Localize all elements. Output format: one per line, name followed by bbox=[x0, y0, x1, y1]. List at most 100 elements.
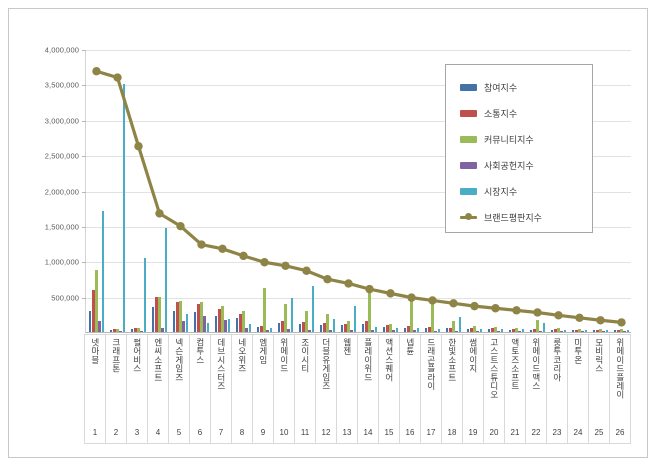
x-axis-category-cell: 데브시스터즈 7 bbox=[210, 334, 232, 444]
bar bbox=[410, 294, 413, 332]
bar bbox=[466, 328, 470, 332]
bar bbox=[554, 329, 557, 332]
x-axis-rank-label: 23 bbox=[552, 428, 562, 437]
x-axis-category-label: 엔씨소프트 bbox=[153, 338, 163, 382]
bar bbox=[119, 331, 122, 332]
bar-group bbox=[359, 50, 380, 332]
bar-group bbox=[548, 50, 569, 332]
bar bbox=[431, 302, 434, 332]
bar bbox=[353, 305, 357, 332]
legend-item[interactable]: 커뮤니티지수 bbox=[460, 126, 592, 152]
bar bbox=[130, 329, 134, 332]
bar bbox=[235, 317, 239, 332]
bar bbox=[487, 329, 491, 332]
bar bbox=[620, 329, 623, 332]
bar-group bbox=[485, 50, 506, 332]
bar bbox=[95, 269, 98, 332]
bar bbox=[122, 83, 126, 332]
x-axis-category-label: 더블유게임즈 bbox=[321, 338, 331, 391]
bar-group bbox=[296, 50, 317, 332]
bar bbox=[98, 321, 101, 332]
x-axis-category-label: 네오위즈 bbox=[237, 338, 247, 373]
line-marker bbox=[596, 316, 605, 325]
x-axis-category-label: 드래곤플라이 bbox=[426, 338, 436, 391]
bar-group bbox=[569, 50, 590, 332]
x-axis-category-label: 액토즈소프트 bbox=[510, 338, 520, 391]
bar bbox=[479, 328, 483, 332]
chart-frame: 500,000 1,000,000 1,500,000 2,000,000 2,500,… bbox=[8, 8, 648, 458]
bar bbox=[470, 327, 473, 332]
x-axis-category-cell: 위메이드 10 bbox=[273, 334, 295, 444]
x-axis-category-label: 크래프톤 bbox=[111, 338, 121, 373]
bar bbox=[88, 310, 92, 332]
bar-group bbox=[317, 50, 338, 332]
bar bbox=[239, 314, 242, 332]
legend-line-swatch-icon bbox=[460, 213, 477, 220]
x-axis-rank-label: 4 bbox=[155, 428, 161, 437]
line-marker bbox=[281, 261, 290, 270]
bar bbox=[200, 302, 203, 332]
bar bbox=[518, 331, 521, 332]
x-axis-rank-label: 25 bbox=[594, 428, 604, 437]
bar bbox=[437, 328, 441, 332]
line-marker bbox=[176, 221, 185, 231]
bar bbox=[515, 327, 518, 332]
legend-item[interactable]: 참여지수 bbox=[460, 74, 592, 100]
bar bbox=[164, 228, 168, 332]
legend-item[interactable]: 시장지수 bbox=[460, 178, 592, 204]
x-axis-category-cell: 룽투코리아 23 bbox=[546, 334, 568, 444]
legend-color-swatch-icon bbox=[460, 83, 477, 91]
bar bbox=[371, 329, 374, 332]
legend-item[interactable]: 소통지수 bbox=[460, 100, 592, 126]
x-axis-category-label: 펄어비스 bbox=[132, 338, 142, 373]
bar bbox=[347, 321, 350, 332]
x-axis-category-label: 룽투코리아 bbox=[552, 338, 562, 382]
bar bbox=[361, 323, 365, 332]
bar bbox=[386, 325, 389, 332]
bar bbox=[563, 329, 567, 332]
bar bbox=[413, 330, 416, 332]
bar bbox=[92, 289, 95, 332]
bar bbox=[116, 328, 119, 332]
x-axis-rank-label: 18 bbox=[447, 428, 457, 437]
bar bbox=[185, 314, 189, 332]
bar bbox=[323, 322, 326, 332]
bar-group bbox=[191, 50, 212, 332]
line-marker bbox=[344, 279, 353, 288]
line-marker bbox=[197, 240, 206, 249]
legend-item[interactable]: 사회공헌지수 bbox=[460, 152, 592, 178]
bar bbox=[575, 329, 578, 332]
bar bbox=[182, 321, 185, 332]
bar bbox=[542, 322, 546, 332]
bar bbox=[176, 302, 179, 332]
x-axis-category-label: 위메이드 bbox=[279, 338, 289, 373]
bar bbox=[298, 324, 302, 332]
bar bbox=[392, 330, 395, 332]
x-axis-rank-label: 24 bbox=[573, 428, 583, 437]
legend-item[interactable]: 브랜드평판지수 bbox=[460, 204, 592, 230]
bar bbox=[155, 297, 158, 332]
gridline bbox=[82, 120, 631, 122]
x-axis-category-label: 컴투스 bbox=[195, 338, 205, 365]
bar-group bbox=[254, 50, 275, 332]
bar bbox=[613, 330, 617, 332]
gridline bbox=[82, 226, 631, 228]
gridline bbox=[82, 191, 631, 193]
line-marker bbox=[134, 142, 143, 151]
bar bbox=[626, 330, 630, 332]
bar bbox=[197, 303, 200, 332]
y-axis-tick-label: 2,000,000 bbox=[44, 187, 79, 196]
x-axis-category-cell: 네오위즈 8 bbox=[231, 334, 253, 444]
line-marker bbox=[365, 284, 374, 294]
bar bbox=[403, 327, 407, 332]
bar bbox=[161, 327, 164, 332]
bar bbox=[536, 319, 539, 332]
line-marker bbox=[533, 308, 542, 317]
x-axis-rank-label: 15 bbox=[384, 428, 394, 437]
line-marker bbox=[428, 296, 437, 305]
bar bbox=[449, 327, 452, 332]
line-marker bbox=[113, 73, 122, 82]
y-axis-tick-label: 1,500,000 bbox=[44, 222, 79, 232]
bar bbox=[529, 329, 533, 332]
x-axis-category-cell: 넵튠 16 bbox=[399, 334, 421, 444]
